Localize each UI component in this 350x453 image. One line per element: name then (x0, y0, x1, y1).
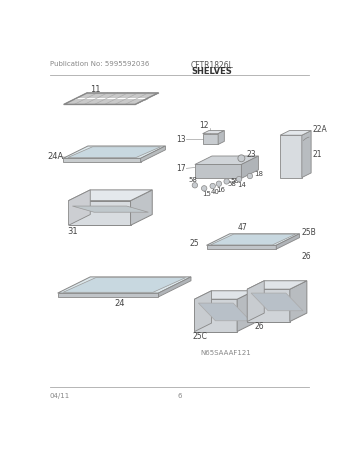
Polygon shape (276, 234, 300, 249)
Circle shape (192, 183, 198, 188)
Polygon shape (141, 146, 166, 162)
Polygon shape (69, 190, 152, 201)
Polygon shape (218, 130, 224, 145)
Polygon shape (195, 164, 241, 178)
Text: SHELVES: SHELVES (191, 67, 232, 77)
Text: 26: 26 (255, 323, 265, 332)
Polygon shape (198, 303, 250, 321)
Text: 40: 40 (210, 189, 219, 195)
Polygon shape (203, 134, 218, 145)
Polygon shape (280, 135, 302, 178)
Polygon shape (203, 130, 224, 134)
Text: 14: 14 (238, 182, 246, 188)
Polygon shape (247, 281, 307, 289)
Polygon shape (280, 130, 311, 135)
Circle shape (202, 186, 207, 191)
Polygon shape (195, 156, 258, 164)
Polygon shape (58, 277, 191, 293)
Text: 11: 11 (90, 85, 101, 94)
Circle shape (236, 176, 242, 182)
Polygon shape (206, 234, 300, 246)
Text: 58: 58 (231, 178, 239, 184)
Text: 17: 17 (176, 164, 186, 173)
Text: 21: 21 (313, 150, 322, 159)
Polygon shape (131, 190, 152, 225)
Polygon shape (251, 293, 303, 311)
Polygon shape (63, 158, 141, 162)
Circle shape (210, 183, 215, 189)
Circle shape (247, 173, 253, 179)
Text: 26: 26 (302, 252, 312, 261)
Polygon shape (290, 281, 307, 322)
Text: 22A: 22A (313, 125, 328, 134)
Text: N65SAAAF121: N65SAAAF121 (201, 350, 251, 356)
Polygon shape (68, 147, 161, 158)
Text: 58: 58 (228, 181, 236, 187)
Polygon shape (63, 278, 186, 292)
Text: 58: 58 (189, 177, 197, 183)
Text: 31: 31 (67, 227, 78, 236)
Text: 15: 15 (202, 192, 211, 198)
Text: 25C: 25C (193, 333, 208, 342)
Polygon shape (69, 201, 131, 225)
Circle shape (216, 181, 222, 187)
Text: 25B: 25B (302, 228, 316, 237)
Polygon shape (69, 190, 90, 225)
Text: 47: 47 (238, 223, 247, 232)
Text: 12: 12 (199, 121, 209, 130)
Polygon shape (206, 246, 276, 249)
Polygon shape (247, 281, 264, 322)
Circle shape (224, 179, 229, 184)
Polygon shape (195, 299, 237, 332)
Polygon shape (210, 234, 296, 245)
Polygon shape (72, 206, 148, 212)
Text: 23: 23 (247, 150, 257, 159)
Circle shape (238, 155, 245, 162)
Polygon shape (58, 293, 159, 297)
Polygon shape (159, 277, 191, 297)
Text: 13: 13 (176, 135, 186, 144)
Text: 04/11: 04/11 (50, 393, 70, 399)
Text: CFTR1826L: CFTR1826L (191, 61, 234, 69)
Text: 18: 18 (254, 172, 263, 178)
Polygon shape (237, 291, 254, 332)
Text: 25: 25 (189, 239, 199, 248)
Polygon shape (195, 291, 254, 299)
Polygon shape (241, 156, 258, 178)
Polygon shape (195, 291, 211, 332)
Polygon shape (63, 146, 166, 158)
Text: 6: 6 (177, 393, 182, 399)
Text: Publication No: 5995592036: Publication No: 5995592036 (50, 61, 149, 67)
Text: 16: 16 (217, 187, 226, 193)
Text: 24: 24 (114, 299, 125, 308)
Polygon shape (302, 130, 311, 178)
Polygon shape (247, 289, 290, 322)
Text: 24A: 24A (48, 152, 64, 161)
